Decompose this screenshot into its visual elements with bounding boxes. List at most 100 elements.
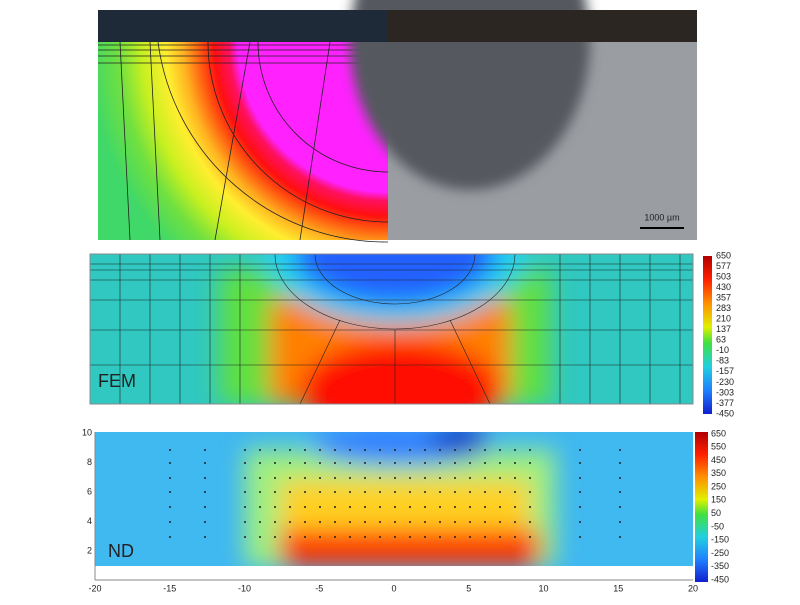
- measurement-point: [469, 521, 471, 523]
- measurement-point: [454, 521, 456, 523]
- measurement-point: [364, 536, 366, 538]
- measurement-point: [364, 449, 366, 451]
- measurement-point: [304, 449, 306, 451]
- measurement-point: [409, 477, 411, 479]
- measurement-point: [424, 491, 426, 493]
- measurement-point: [484, 477, 486, 479]
- measurement-point: [394, 477, 396, 479]
- y-tick-label: 8: [87, 457, 92, 467]
- colorbar-label: 210: [716, 314, 731, 324]
- x-tick-label: -20: [88, 583, 101, 593]
- measurement-point: [289, 449, 291, 451]
- measurement-point: [349, 477, 351, 479]
- measurement-point: [204, 521, 206, 523]
- measurement-point: [364, 521, 366, 523]
- measurement-point: [454, 477, 456, 479]
- y-tick-label: 10: [82, 427, 92, 437]
- colorbar-label: -377: [716, 398, 734, 408]
- measurement-point: [289, 477, 291, 479]
- x-tick-label: 10: [538, 583, 548, 593]
- measurement-point: [204, 477, 206, 479]
- measurement-point: [619, 449, 621, 451]
- measurement-point: [469, 462, 471, 464]
- frame: [89, 253, 694, 405]
- measurement-point: [204, 449, 206, 451]
- measurement-point: [304, 462, 306, 464]
- measurement-point: [319, 506, 321, 508]
- measurement-point: [484, 449, 486, 451]
- measurement-point: [304, 491, 306, 493]
- colorbar-label: -50: [711, 521, 724, 531]
- measurement-point: [529, 462, 531, 464]
- measurement-point: [499, 477, 501, 479]
- measurement-point: [274, 506, 276, 508]
- colorbar: [703, 256, 712, 414]
- measurement-point: [259, 506, 261, 508]
- measurement-point: [424, 536, 426, 538]
- measurement-point: [409, 462, 411, 464]
- colorbar-label: 503: [716, 271, 731, 281]
- top-band: [388, 10, 697, 42]
- measurement-point: [364, 506, 366, 508]
- colorbar-label: 50: [711, 508, 721, 518]
- measurement-point: [304, 536, 306, 538]
- measurement-point: [204, 506, 206, 508]
- measurement-point: [529, 536, 531, 538]
- colorbar-label: -230: [716, 377, 734, 387]
- measurement-point: [579, 521, 581, 523]
- measurement-point: [514, 449, 516, 451]
- measurement-point: [439, 491, 441, 493]
- measurement-point: [424, 449, 426, 451]
- measurement-point: [169, 449, 171, 451]
- measurement-point: [379, 491, 381, 493]
- colorbar: [695, 432, 708, 582]
- mesh: [98, 41, 389, 243]
- x-tick-label: -15: [163, 583, 176, 593]
- measurement-point: [514, 521, 516, 523]
- panel-label: ND: [108, 541, 134, 561]
- measurement-point: [349, 536, 351, 538]
- measurement-point: [484, 462, 486, 464]
- measurement-point: [319, 477, 321, 479]
- measurement-point: [484, 491, 486, 493]
- measurement-point: [394, 491, 396, 493]
- colorbar-label: -83: [716, 356, 729, 366]
- measurement-point: [349, 491, 351, 493]
- measurement-point: [244, 506, 246, 508]
- measurement-point: [319, 521, 321, 523]
- measurement-point: [499, 536, 501, 538]
- measurement-point: [394, 506, 396, 508]
- measurement-point: [514, 491, 516, 493]
- measurement-point: [619, 506, 621, 508]
- measurement-point: [244, 477, 246, 479]
- x-tick-label: -5: [315, 583, 323, 593]
- measurement-point: [619, 536, 621, 538]
- measurement-point: [469, 449, 471, 451]
- measurement-point: [439, 477, 441, 479]
- measurement-point: [319, 449, 321, 451]
- measurement-point: [499, 449, 501, 451]
- colorbar-label: 137: [716, 324, 731, 334]
- measurement-point: [169, 521, 171, 523]
- measurement-point: [484, 521, 486, 523]
- colorbar-label: 150: [711, 495, 726, 505]
- colorbar-label: 450: [711, 455, 726, 465]
- measurement-point: [244, 521, 246, 523]
- measurement-point: [424, 506, 426, 508]
- scale-label: 1000 µm: [644, 212, 679, 222]
- measurement-point: [319, 462, 321, 464]
- measurement-point: [454, 536, 456, 538]
- measurement-point: [579, 536, 581, 538]
- colorbar-label: 577: [716, 261, 731, 271]
- measurement-point: [499, 521, 501, 523]
- measurement-point: [334, 536, 336, 538]
- measurement-point: [529, 477, 531, 479]
- measurement-point: [204, 462, 206, 464]
- measurement-point: [394, 521, 396, 523]
- measurement-point: [499, 462, 501, 464]
- measurement-point: [169, 506, 171, 508]
- measurement-point: [379, 462, 381, 464]
- measurement-point: [439, 506, 441, 508]
- measurement-point: [424, 462, 426, 464]
- measurement-point: [169, 477, 171, 479]
